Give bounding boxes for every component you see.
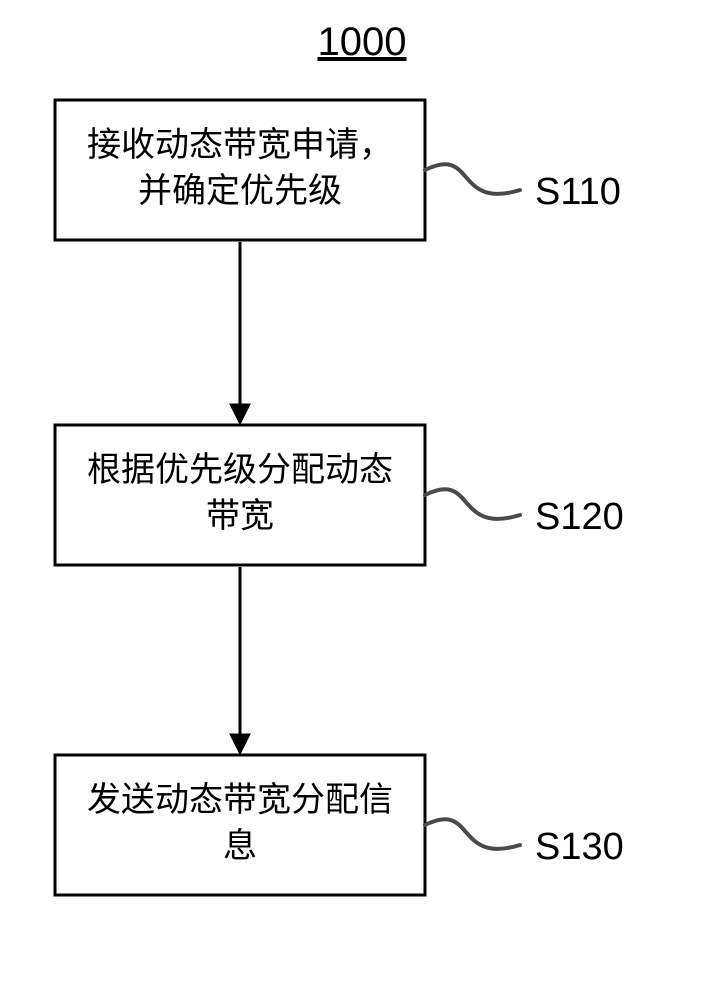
flow-node-text: 接收动态带宽申请，	[87, 126, 393, 164]
flow-node-text: 息	[223, 827, 257, 865]
flow-node-text: 根据优先级分配动态	[87, 451, 393, 489]
step-label: S120	[535, 496, 624, 538]
step-label: S110	[535, 171, 621, 213]
flow-node-text: 发送动态带宽分配信	[87, 781, 393, 819]
flow-node-text: 带宽	[206, 497, 274, 535]
flow-node-text: 并确定优先级	[138, 172, 342, 210]
diagram-title: 1000	[318, 20, 407, 64]
step-label: S130	[535, 826, 624, 868]
